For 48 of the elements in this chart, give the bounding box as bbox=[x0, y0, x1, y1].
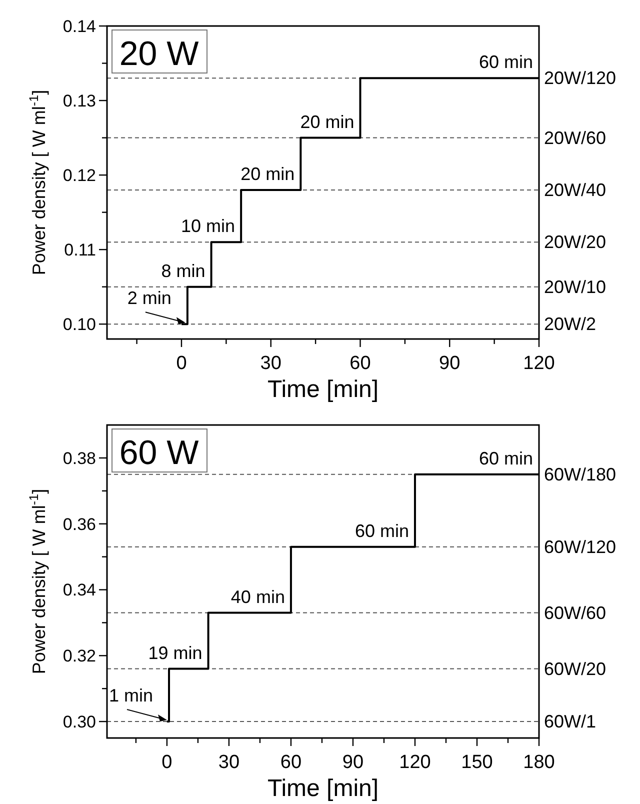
annotation: 60 min bbox=[478, 448, 533, 468]
y-tick-label: 0.30 bbox=[62, 712, 96, 732]
annotation: 20 min bbox=[240, 164, 295, 184]
y-tick-label: 0.36 bbox=[62, 514, 96, 534]
x-tick-label: 90 bbox=[342, 752, 364, 773]
ref-line-label: 20W/40 bbox=[544, 180, 606, 200]
x-tick-label: 60 bbox=[350, 353, 371, 374]
y-tick-label: 0.14 bbox=[62, 17, 96, 36]
ref-line-label: 20W/60 bbox=[544, 128, 606, 148]
ref-line-label: 60W/20 bbox=[544, 658, 606, 679]
y-tick-label: 0.38 bbox=[62, 448, 96, 468]
x-tick-label: 60 bbox=[280, 752, 302, 773]
x-tick-label: 120 bbox=[399, 752, 431, 773]
y-tick-label: 0.12 bbox=[62, 166, 96, 186]
x-tick-label: 90 bbox=[439, 353, 460, 374]
x-tick-label: 0 bbox=[176, 353, 187, 374]
x-axis-title: Time [min] bbox=[267, 775, 379, 802]
ref-line-label: 60W/180 bbox=[544, 464, 616, 484]
y-tick-label: 0.11 bbox=[64, 240, 96, 260]
ref-line-label: 60W/1 bbox=[544, 712, 596, 732]
ref-line-label: 20W/120 bbox=[544, 68, 616, 88]
annotation: 20 min bbox=[300, 112, 354, 132]
x-axis-title: Time [min] bbox=[267, 376, 379, 403]
chart-title: 20 W bbox=[119, 35, 199, 73]
y-tick-label: 0.10 bbox=[62, 315, 96, 334]
x-tick-label: 30 bbox=[218, 752, 240, 773]
y-tick-label: 0.32 bbox=[62, 646, 96, 666]
ref-line-label: 20W/20 bbox=[544, 232, 606, 252]
annotation: 10 min bbox=[181, 216, 236, 236]
x-tick-label: 0 bbox=[162, 752, 172, 773]
annotation: 40 min bbox=[230, 586, 285, 607]
annotation: 60 min bbox=[354, 520, 409, 541]
annotation: 1 min bbox=[108, 686, 154, 706]
annotation: 60 min bbox=[478, 52, 533, 72]
ref-line-label: 20W/10 bbox=[544, 276, 606, 297]
x-tick-label: 150 bbox=[461, 752, 493, 773]
annotation: 19 min bbox=[148, 642, 202, 663]
x-tick-label: 120 bbox=[523, 353, 555, 374]
chart-title: 60 W bbox=[119, 434, 199, 472]
x-tick-label: 30 bbox=[260, 353, 282, 374]
annotation: 8 min bbox=[161, 260, 206, 281]
y-tick-label: 0.34 bbox=[62, 580, 96, 600]
ref-line-label: 60W/60 bbox=[544, 602, 606, 623]
y-tick-label: 0.13 bbox=[62, 92, 96, 111]
ref-line-label: 60W/120 bbox=[544, 536, 616, 557]
x-tick-label: 180 bbox=[523, 752, 555, 773]
annotation: 2 min bbox=[127, 288, 172, 308]
ref-line-label: 20W/2 bbox=[544, 314, 596, 334]
